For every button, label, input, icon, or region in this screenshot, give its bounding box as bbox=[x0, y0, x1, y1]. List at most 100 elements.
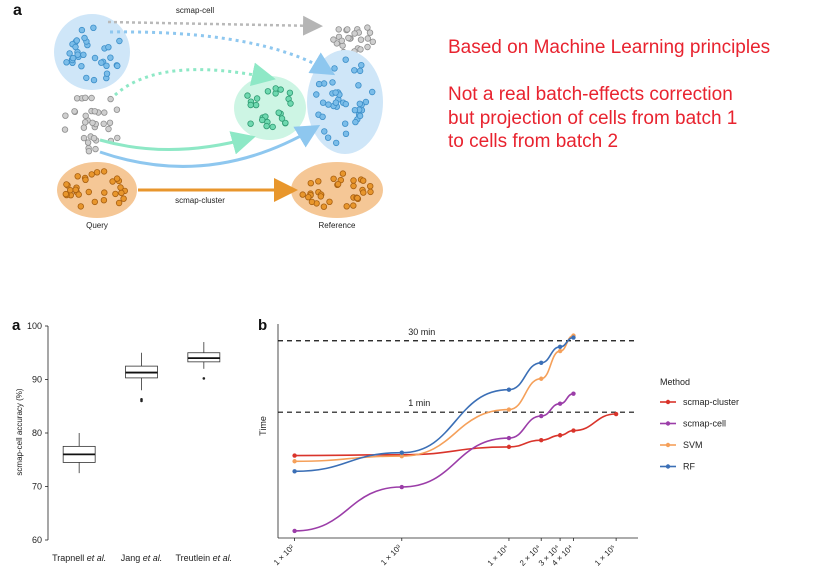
query-grey-cell bbox=[61, 126, 69, 133]
reference-orange-cell bbox=[350, 182, 357, 190]
series-point-RF bbox=[557, 344, 563, 350]
series-point-scmap-cluster bbox=[539, 438, 544, 443]
query-orange-cell bbox=[100, 168, 108, 175]
query-grey-cell bbox=[82, 94, 89, 101]
series-point-RF bbox=[399, 450, 404, 455]
reference-blue-cell bbox=[319, 99, 327, 106]
reference-blue-cell bbox=[355, 82, 362, 89]
legend-swatch-point bbox=[665, 421, 671, 426]
scmap-cell-label: scmap-cell bbox=[176, 6, 214, 15]
reference-orange-cell bbox=[315, 178, 322, 185]
query-orange-cell bbox=[120, 195, 127, 202]
query-grey-cell bbox=[114, 134, 121, 142]
note-line-2: Not a real batch-effects correction bbox=[448, 84, 733, 105]
query-orange-cell bbox=[93, 169, 101, 176]
reference-blue-cell bbox=[369, 88, 376, 96]
reference-green-cell bbox=[259, 116, 266, 124]
reference-blue-cell bbox=[342, 56, 349, 63]
reference-grey-cell bbox=[335, 26, 342, 33]
reference-blue-cell bbox=[331, 65, 338, 72]
query-grey-cell bbox=[81, 119, 89, 126]
panel-a-letter: a bbox=[13, 2, 22, 19]
query-orange-cell bbox=[88, 171, 95, 178]
series-point-scmap-cell bbox=[506, 435, 512, 441]
query-orange-cell bbox=[115, 199, 123, 207]
reference-grey-cell bbox=[357, 36, 365, 43]
reference-green-cells bbox=[244, 85, 294, 131]
query-grey-cell bbox=[105, 125, 112, 133]
query-orange-cell bbox=[82, 176, 89, 183]
reference-orange-cell bbox=[367, 182, 374, 190]
query-orange-cell bbox=[91, 198, 98, 206]
boxplot-ytick-label: 60 bbox=[32, 535, 42, 545]
reference-blue-cell bbox=[325, 101, 332, 108]
query-orange-cell bbox=[72, 186, 79, 193]
legend-label: scmap-cell bbox=[683, 419, 726, 429]
reference-blue-cell bbox=[342, 120, 349, 127]
scmap-cell-green-dotted-arrow bbox=[114, 62, 276, 97]
reference-orange-cell bbox=[330, 175, 337, 182]
note-line-3: but projection of cells from batch 1 bbox=[448, 108, 738, 129]
reference-orange-cell bbox=[350, 202, 357, 209]
query-blue-cell bbox=[63, 59, 70, 66]
reference-blue-cells bbox=[313, 56, 376, 147]
query-blue-cell bbox=[116, 37, 123, 45]
query-orange-cell bbox=[101, 189, 108, 196]
reference-green-cluster bbox=[234, 76, 306, 140]
reference-orange-cell bbox=[326, 198, 333, 205]
reference-blue-cell bbox=[342, 130, 350, 137]
reference-orange-cell bbox=[360, 189, 367, 196]
boxplot-ytick-label: 90 bbox=[32, 375, 42, 385]
query-orange-cell bbox=[62, 190, 70, 198]
series-point-SVM bbox=[539, 376, 544, 381]
boxplot-ytick-label: 70 bbox=[32, 482, 42, 492]
query-orange-cell bbox=[85, 188, 92, 196]
box-outlier bbox=[140, 397, 143, 401]
reference-blue-cell bbox=[321, 128, 328, 135]
query-orange-cell bbox=[100, 196, 108, 204]
reference-orange-cell bbox=[299, 191, 306, 198]
query-orange-cell bbox=[75, 191, 82, 198]
linechart-panel-letter: b bbox=[258, 317, 267, 334]
query-blue-cell bbox=[83, 74, 90, 82]
reference-orange-cell bbox=[343, 203, 350, 210]
query-blue-cell bbox=[91, 54, 99, 62]
query-grey-cell bbox=[113, 106, 121, 113]
legend-title: Method bbox=[660, 377, 690, 387]
reference-green-cell bbox=[264, 88, 272, 95]
query-orange-cell bbox=[117, 184, 124, 191]
query-grey-cell bbox=[92, 145, 99, 153]
reference-orange-cell bbox=[334, 180, 342, 188]
reference-blue-cell bbox=[313, 91, 320, 98]
reference-blue-cell bbox=[362, 98, 370, 106]
series-line-RF bbox=[294, 336, 574, 473]
note-line-4: to cells from batch 2 bbox=[448, 131, 619, 152]
query-blue-cell bbox=[103, 62, 110, 70]
boxplot-category-label: Treutlein et al. bbox=[175, 553, 232, 563]
reference-grey-cell bbox=[357, 46, 364, 53]
boxplot-ylabel: scmap-cell accuracy (%) bbox=[15, 388, 24, 475]
series-point-scmap-cell bbox=[571, 391, 576, 396]
series-point-RF bbox=[506, 387, 512, 392]
reference-orange-cell bbox=[308, 198, 316, 206]
threshold-label: 30 min bbox=[408, 327, 435, 337]
reference-green-cell bbox=[247, 120, 254, 127]
reference-orange-cell bbox=[320, 203, 328, 210]
legend-swatch-point bbox=[665, 399, 671, 405]
series-point-RF bbox=[292, 469, 297, 474]
series-point-RF bbox=[539, 360, 544, 366]
reference-orange-cell bbox=[360, 177, 367, 184]
reference-blue-cell bbox=[356, 112, 364, 120]
query-grey-cell bbox=[84, 139, 92, 146]
linechart-xtick-label: 1 × 10³ bbox=[379, 543, 403, 567]
blue-solid-arrow bbox=[99, 124, 321, 168]
series-point-scmap-cluster bbox=[613, 411, 619, 417]
legend-swatch-point bbox=[665, 442, 671, 448]
series-point-scmap-cell bbox=[399, 484, 404, 490]
reference-blue-cell bbox=[329, 79, 336, 86]
reference-blue-cell bbox=[315, 80, 323, 88]
query-grey-cell bbox=[91, 108, 98, 115]
series-point-scmap-cluster bbox=[506, 444, 512, 450]
reference-grey-cell bbox=[344, 26, 351, 33]
reference-orange-cells bbox=[299, 170, 374, 210]
